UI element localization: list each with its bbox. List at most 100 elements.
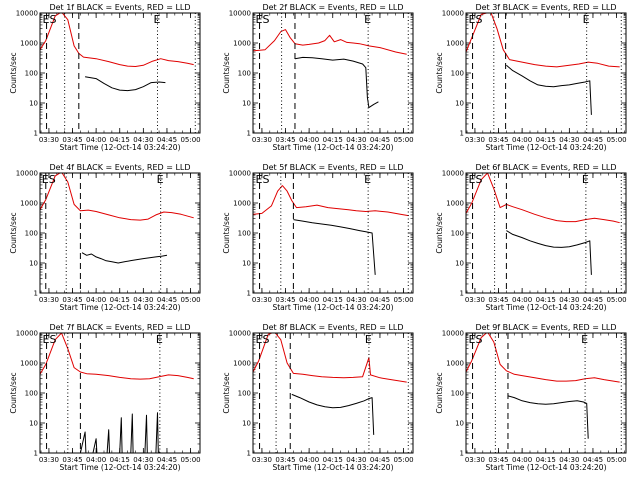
x-tick-label: 03:45 (62, 136, 82, 144)
x-tick-label: 05:00 (180, 136, 200, 144)
plot-frame (39, 172, 201, 294)
x-tick-label: 04:00 (299, 296, 319, 304)
x-tick-label: 04:15 (536, 296, 556, 304)
y-axis-label: Counts/sec (222, 212, 231, 253)
time-marker-label: E (581, 333, 588, 346)
x-tick-label: 04:00 (299, 456, 319, 464)
x-tick-label: 03:45 (275, 296, 295, 304)
x-tick-label: 03:45 (275, 136, 295, 144)
y-tick-label: 10 (29, 420, 38, 428)
x-tick-label: 04:15 (110, 456, 130, 464)
y-axis-label: Counts/sec (9, 212, 18, 253)
x-tick-label: 05:00 (606, 136, 626, 144)
x-tick-label: 04:15 (536, 136, 556, 144)
y-tick-label: 1000 (446, 360, 464, 368)
y-tick-label: 100 (238, 390, 251, 398)
y-tick-label: 10000 (229, 10, 251, 18)
y-tick-label: 10000 (16, 10, 38, 18)
y-tick-label: 10 (455, 260, 464, 268)
y-tick-label: 100 (25, 70, 38, 78)
x-tick-label: 04:00 (512, 456, 532, 464)
detector-panel: Det 9f BLACK = Events, RED = LLD 1 10 100 10… (435, 323, 627, 472)
x-tick-label: 04:00 (512, 296, 532, 304)
detector-panel: Det 8f BLACK = Events, RED = LLD 1 10 100 10… (222, 323, 414, 472)
x-tick-label: 04:00 (512, 136, 532, 144)
x-tick-label: 04:45 (370, 136, 390, 144)
lld-series-line (466, 333, 620, 383)
y-tick-label: 1 (34, 290, 38, 298)
y-tick-label: 1 (460, 450, 464, 458)
x-tick-label: 03:45 (488, 136, 508, 144)
y-tick-label: 100 (451, 230, 464, 238)
y-tick-label: 1 (34, 130, 38, 138)
events-series-line (293, 219, 376, 275)
y-tick-label: 1000 (20, 200, 38, 208)
x-tick-label: 03:45 (488, 296, 508, 304)
time-marker-label: E (365, 333, 372, 346)
panel-title: Det 2f BLACK = Events, RED = LLD (262, 3, 403, 12)
x-tick-label: 03:30 (39, 456, 59, 464)
x-tick-label: 03:30 (252, 296, 272, 304)
y-tick-label: 10 (455, 100, 464, 108)
y-tick-label: 1 (247, 450, 251, 458)
x-axis-label: Start Time (12-Oct-14 03:24:20) (485, 463, 606, 472)
events-series-line (79, 412, 159, 453)
y-tick-label: 10000 (16, 330, 38, 338)
x-tick-label: 05:00 (393, 456, 413, 464)
events-series-line (85, 76, 166, 92)
x-tick-label: 05:00 (180, 456, 200, 464)
panel-title: Det 9f BLACK = Events, RED = LLD (475, 323, 616, 332)
panel-title: Det 5f BLACK = Events, RED = LLD (262, 163, 403, 172)
time-marker-label: E (364, 13, 371, 26)
y-tick-label: 1 (460, 290, 464, 298)
lld-series-line (253, 333, 407, 383)
y-tick-label: 100 (451, 70, 464, 78)
time-marker-label: E (583, 13, 590, 26)
x-tick-label: 04:00 (299, 136, 319, 144)
x-tick-label: 03:45 (62, 296, 82, 304)
x-tick-label: 04:30 (346, 136, 366, 144)
plot-frame (465, 332, 627, 454)
x-axis-label: Start Time (12-Oct-14 03:24:20) (59, 143, 180, 152)
y-tick-label: 10000 (442, 170, 464, 178)
y-tick-label: 100 (25, 230, 38, 238)
y-tick-label: 1000 (20, 360, 38, 368)
y-tick-label: 10 (242, 260, 251, 268)
events-series-line (506, 230, 592, 275)
plot-frame (465, 12, 627, 134)
y-tick-label: 1 (34, 450, 38, 458)
time-marker-label: ES (42, 173, 56, 186)
events-series-line (294, 56, 379, 109)
x-tick-label: 05:00 (606, 456, 626, 464)
events-series-line (81, 252, 168, 264)
x-tick-label: 03:45 (275, 456, 295, 464)
x-axis-label: Start Time (12-Oct-14 03:24:20) (59, 463, 180, 472)
y-axis-label: Counts/sec (435, 52, 444, 93)
y-tick-label: 1 (247, 130, 251, 138)
x-tick-label: 03:30 (465, 296, 485, 304)
lld-series-line (466, 173, 620, 224)
time-marker-label: ES (43, 13, 57, 26)
x-tick-label: 04:00 (86, 456, 106, 464)
plot-frame (252, 172, 414, 294)
x-tick-label: 04:45 (370, 456, 390, 464)
x-tick-label: 05:00 (180, 296, 200, 304)
y-tick-label: 10000 (229, 170, 251, 178)
x-tick-label: 03:30 (465, 136, 485, 144)
x-tick-label: 03:30 (39, 136, 59, 144)
x-tick-label: 04:15 (110, 136, 130, 144)
x-axis-label: Start Time (12-Oct-14 03:24:20) (485, 143, 606, 152)
time-marker-label: E (156, 333, 163, 346)
x-tick-label: 03:45 (488, 456, 508, 464)
y-tick-label: 10 (29, 100, 38, 108)
x-tick-label: 04:15 (323, 456, 343, 464)
plot-frame (39, 12, 201, 134)
time-marker-label: ES (469, 173, 483, 186)
time-marker-label: ES (469, 333, 483, 346)
x-tick-label: 05:00 (393, 296, 413, 304)
y-tick-label: 1000 (233, 360, 251, 368)
y-tick-label: 10000 (229, 330, 251, 338)
x-tick-label: 04:00 (86, 136, 106, 144)
y-axis-label: Counts/sec (435, 372, 444, 413)
